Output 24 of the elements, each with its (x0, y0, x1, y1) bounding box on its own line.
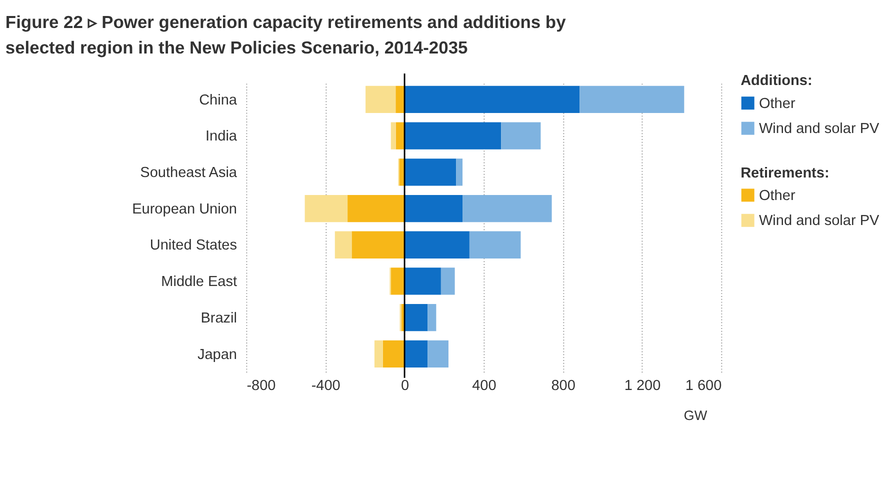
x-tick-label: 0 (400, 378, 410, 394)
x-tick-label: 400 (472, 378, 496, 394)
y-tick-label: China (199, 92, 238, 108)
x-tick-label: 1 600 (685, 378, 722, 394)
y-tick-label: United States (150, 238, 237, 254)
chart-title: selected region in the New Policies Scenario, 2014-2035 (5, 37, 468, 58)
y-tick-label: European Union (132, 201, 237, 218)
legend-label: Wind and solar PV (758, 213, 880, 230)
x-axis-title: GW (684, 408, 708, 424)
text: Figure 22 ▹ Power generation capacity retirements and additions by (5, 12, 566, 32)
y-tick-label: India (206, 128, 238, 145)
y-tick-label: Japan (197, 346, 237, 363)
y-tick-label: Middle East (161, 274, 237, 290)
x-tick-label: -400 (311, 378, 340, 394)
legend-label: Other (758, 188, 796, 204)
text: Retirements: (740, 165, 830, 182)
legend-label: Other (758, 96, 796, 112)
text: Additions: (740, 73, 812, 90)
x-tick-label: -800 (246, 378, 276, 394)
legend-label: Wind and solar PV (758, 121, 880, 138)
x-tick-label: 1 200 (624, 378, 661, 394)
y-tick-label: Southeast Asia (140, 165, 238, 182)
y-tick-label: Brazil (200, 310, 237, 326)
x-tick-label: 800 (551, 378, 576, 394)
